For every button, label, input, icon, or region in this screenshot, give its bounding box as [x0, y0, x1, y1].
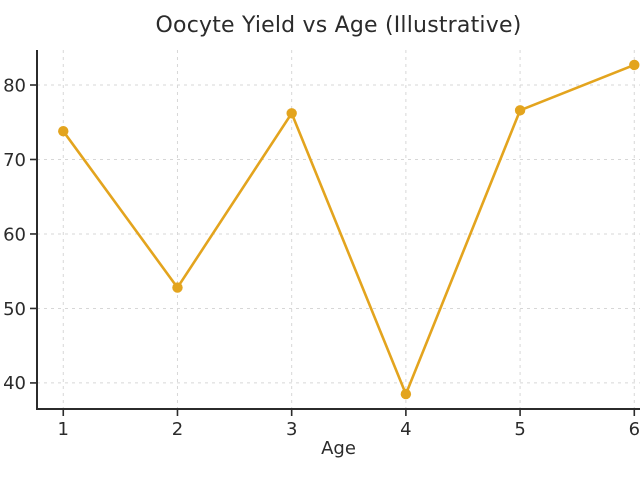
data-point	[400, 388, 412, 400]
data-point	[629, 59, 640, 71]
data-point	[286, 108, 297, 119]
chart-title: Oocyte Yield vs Age (Illustrative)	[155, 13, 522, 38]
data-point	[172, 282, 183, 293]
data-line	[61, 63, 636, 396]
y-tick-label: 60	[3, 224, 26, 245]
x-tick-label: 2	[172, 419, 183, 440]
x-tick-label: 6	[629, 419, 640, 440]
x-tick-label: 4	[400, 419, 411, 440]
x-axis-label: Age	[321, 438, 356, 459]
data-point	[514, 105, 526, 116]
x-tick-label: 5	[514, 419, 525, 440]
x-tick-label: 3	[286, 419, 297, 440]
y-tick-label: 70	[3, 150, 26, 171]
x-tick-label: 1	[58, 419, 69, 440]
y-tick-label: 80	[3, 75, 26, 96]
y-tick-label: 50	[3, 299, 26, 320]
y-tick-label: 40	[3, 373, 26, 394]
data-point	[58, 125, 69, 137]
